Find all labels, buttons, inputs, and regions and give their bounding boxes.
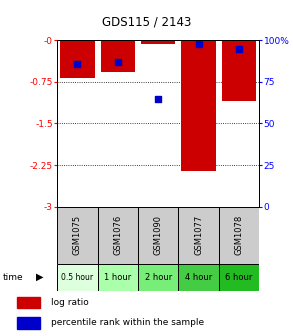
Bar xyxy=(222,40,256,101)
Text: GSM1075: GSM1075 xyxy=(73,215,82,255)
Text: percentile rank within the sample: percentile rank within the sample xyxy=(51,319,204,328)
Text: log ratio: log ratio xyxy=(51,298,89,307)
Text: 6 hour: 6 hour xyxy=(225,273,253,282)
Text: time: time xyxy=(3,273,23,282)
Text: GDS115 / 2143: GDS115 / 2143 xyxy=(102,15,191,28)
Bar xyxy=(219,207,259,264)
Point xyxy=(115,59,120,65)
Bar xyxy=(178,264,219,291)
Bar xyxy=(98,207,138,264)
Bar xyxy=(57,264,98,291)
Text: 2 hour: 2 hour xyxy=(144,273,172,282)
Text: ▶: ▶ xyxy=(36,272,43,282)
Bar xyxy=(181,40,216,171)
Text: 1 hour: 1 hour xyxy=(104,273,132,282)
Text: GSM1090: GSM1090 xyxy=(154,215,163,255)
Text: 4 hour: 4 hour xyxy=(185,273,212,282)
Bar xyxy=(57,207,98,264)
Bar xyxy=(141,40,176,44)
Point xyxy=(75,61,80,66)
Bar xyxy=(17,297,40,308)
Text: GSM1077: GSM1077 xyxy=(194,215,203,255)
Text: 0.5 hour: 0.5 hour xyxy=(61,273,93,282)
Bar xyxy=(60,40,95,78)
Bar xyxy=(138,207,178,264)
Bar xyxy=(100,40,135,73)
Bar xyxy=(138,264,178,291)
Text: GSM1076: GSM1076 xyxy=(113,215,122,255)
Point xyxy=(156,96,161,101)
Point xyxy=(196,41,201,46)
Bar xyxy=(178,207,219,264)
Bar xyxy=(98,264,138,291)
Text: GSM1078: GSM1078 xyxy=(235,215,243,255)
Bar xyxy=(219,264,259,291)
Bar xyxy=(17,317,40,329)
Point xyxy=(237,46,241,51)
